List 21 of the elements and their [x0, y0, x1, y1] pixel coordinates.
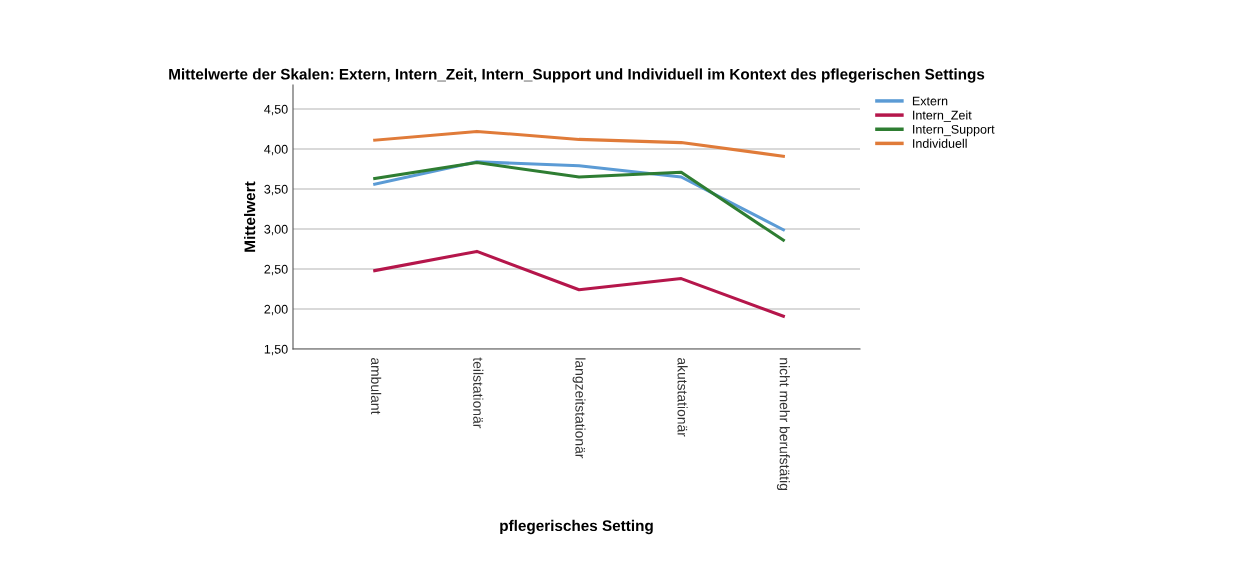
x-axis-title: pflegerisches Setting: [500, 519, 653, 535]
x-tick-label: nicht mehr berufstätig: [776, 358, 790, 490]
y-tick-label: 4,00: [264, 144, 288, 156]
x-tick-label: teilstationär: [473, 357, 484, 429]
y-tick-label: 2,00: [264, 304, 288, 316]
legend-label: Intern_Zeit: [913, 110, 972, 122]
y-tick-label: 4,50: [264, 104, 288, 116]
legend-label: Extern: [912, 96, 948, 106]
x-tick-label: akutstationär: [677, 357, 688, 437]
legend-label: Individuell: [913, 138, 967, 148]
x-tick-label: ambulant: [371, 357, 382, 415]
line-series: [373, 249, 785, 318]
y-tick-label: 2,50: [264, 264, 288, 276]
legend-label: Intern_Support: [913, 124, 995, 137]
y-tick-label: 3,50: [264, 184, 288, 196]
y-tick-label: 1,50: [264, 344, 288, 356]
chart-title: Mittelwerte der Skalen: Extern, Intern_Zeit, Intern_Support und Individuell im Kontext des pflegerischen Settings: [169, 68, 985, 83]
y-tick-label: 3,00: [264, 224, 288, 236]
y-axis-title: Mittelwert: [244, 181, 256, 252]
line-series: [373, 129, 785, 158]
x-tick-label: langzeitstationär: [572, 358, 586, 459]
